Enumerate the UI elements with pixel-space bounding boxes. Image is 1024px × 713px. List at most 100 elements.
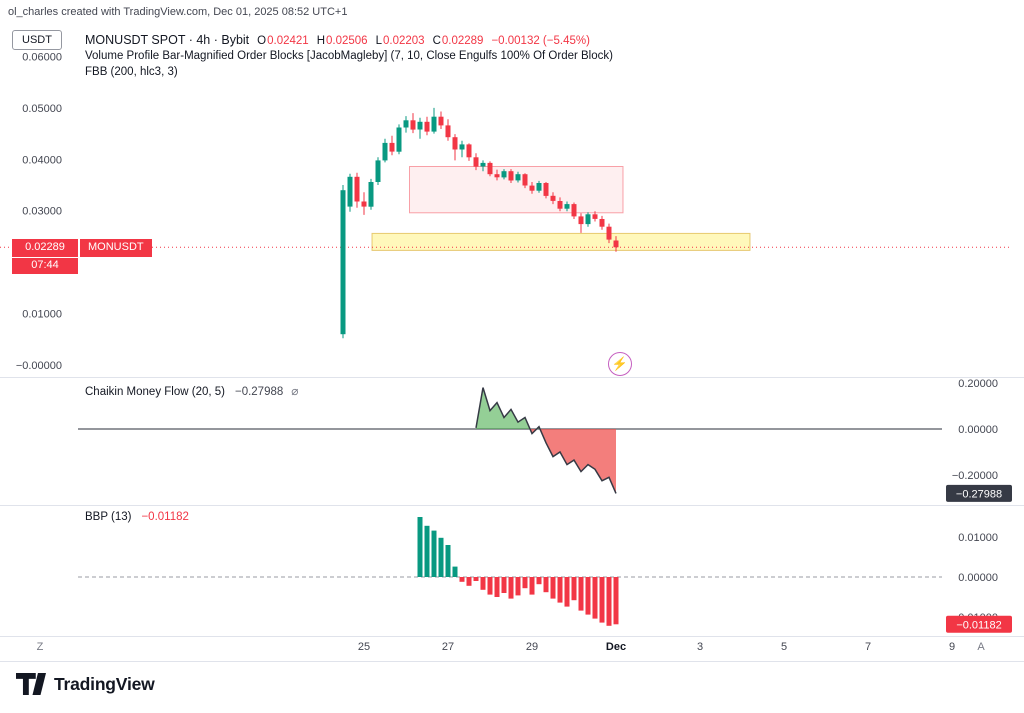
candle-body — [536, 183, 542, 191]
tradingview-brand[interactable]: TradingView — [16, 673, 155, 695]
high-label: H — [316, 35, 325, 47]
svg-text:25: 25 — [358, 641, 370, 653]
svg-text:3: 3 — [697, 641, 703, 653]
bbp-bar — [515, 577, 521, 596]
candle-body — [473, 157, 479, 167]
candle-body — [340, 190, 346, 335]
bbp-bar — [529, 577, 535, 595]
svg-text:0.03000: 0.03000 — [22, 206, 62, 218]
candle-body — [529, 185, 535, 191]
bbp-bar — [536, 577, 542, 585]
svg-text:−0.20000: −0.20000 — [952, 470, 998, 482]
svg-text:0.00000: 0.00000 — [958, 572, 998, 584]
bbp-bar — [543, 577, 549, 593]
candle-body — [571, 204, 577, 217]
cmf-area-positive — [476, 387, 616, 429]
candle-body — [515, 174, 521, 181]
cmf-legend: Chaikin Money Flow (20, 5) −0.27988 ⌀ — [85, 384, 299, 398]
candlestick-series — [340, 107, 619, 339]
candle-body — [487, 162, 493, 175]
candle-body — [564, 204, 570, 209]
bbp-bar — [438, 537, 444, 577]
lightning-glyph: ⚡ — [611, 356, 629, 371]
bbp-bar — [522, 577, 528, 589]
candle-body — [508, 171, 514, 181]
candle-body — [375, 160, 381, 182]
svg-text:0.06000: 0.06000 — [22, 51, 62, 63]
indicator-legend-volume-profile: Volume Profile Bar-Magnified Order Block… — [85, 50, 613, 62]
candle-body — [361, 201, 367, 207]
candle-body — [459, 144, 465, 150]
candle-body — [431, 116, 437, 132]
candle-body — [382, 142, 388, 161]
symbol-name-tag: MONUSDT — [80, 239, 152, 257]
candle-body — [613, 240, 619, 248]
bbp-bar — [424, 525, 430, 577]
time-axis: 25 27 29 Dec 3 5 7 9 Z A — [37, 641, 986, 653]
current-price-value: 0.02289 — [12, 239, 78, 257]
spark-icon[interactable]: ⚡ — [608, 352, 632, 376]
candle-body — [410, 120, 416, 130]
bbp-bar — [417, 517, 423, 577]
bbp-title: BBP (13) — [85, 511, 132, 523]
bbp-value-badge — [946, 615, 1012, 633]
candle-body — [452, 137, 458, 150]
tradingview-logo-icon — [16, 673, 46, 695]
footer-bar: TradingView — [0, 662, 1024, 713]
svg-text:A: A — [977, 641, 985, 653]
candle-body — [501, 171, 507, 178]
cmf-title: Chaikin Money Flow (20, 5) — [85, 386, 225, 398]
bbp-bar — [585, 577, 591, 615]
svg-text:7: 7 — [865, 641, 871, 653]
candle-body — [445, 125, 451, 138]
svg-text:0.05000: 0.05000 — [22, 103, 62, 115]
candle-body — [543, 183, 549, 196]
symbol-title: MONUSDT SPOT · 4h · Bybit — [85, 33, 250, 47]
candle-body — [396, 127, 402, 152]
bbp-bar — [557, 577, 563, 603]
cmf-line — [475, 387, 617, 494]
svg-text:Dec: Dec — [606, 641, 626, 653]
candle-body — [522, 174, 528, 186]
bar-countdown: 07:44 — [12, 258, 78, 274]
candle-body — [599, 219, 605, 227]
bbp-bar — [571, 577, 577, 601]
svg-text:0.20000: 0.20000 — [958, 378, 998, 390]
bbp-value: −0.01182 — [141, 511, 189, 523]
yellow-zone-box — [371, 232, 751, 251]
candle-body — [403, 120, 409, 128]
open-value: 0.02421 — [267, 35, 309, 47]
bbp-bar — [599, 577, 605, 623]
bbp-bar — [564, 577, 570, 607]
svg-text:0.01000: 0.01000 — [22, 309, 62, 321]
bbp-bar — [578, 577, 584, 611]
bbp-bar — [466, 577, 472, 586]
bbp-bar — [452, 566, 458, 577]
attribution-text: ol_charles created with TradingView.com,… — [8, 6, 348, 18]
open-label: O — [257, 35, 267, 47]
bbp-bar — [592, 577, 598, 619]
candle-body — [347, 176, 353, 207]
current-price-axis-label: 0.02289 MONUSDT 07:44 — [12, 239, 152, 274]
bbp-bar — [431, 530, 437, 577]
bbp-bar — [501, 577, 507, 593]
brand-name: TradingView — [54, 673, 155, 694]
bbp-bar — [459, 577, 465, 582]
symbol-legend: MONUSDT SPOT · 4h · Bybit O0.02421 H0.0250… — [85, 33, 590, 47]
indicator-legend-fbb: FBB (200, hlc3, 3) — [85, 66, 178, 78]
bbp-bar — [445, 545, 451, 577]
candle-body — [466, 144, 472, 158]
svg-text:0.00000: 0.00000 — [958, 424, 998, 436]
currency-toggle-button[interactable]: USDT — [12, 30, 62, 50]
candle-body — [354, 176, 360, 202]
candle-body — [389, 142, 395, 152]
bbp-bar — [550, 577, 556, 599]
close-value: 0.02289 — [441, 35, 484, 47]
bbp-legend: BBP (13) −0.01182 — [85, 511, 189, 523]
bbp-bar — [508, 577, 514, 599]
candle-body — [438, 116, 444, 126]
svg-text:−0.27988: −0.27988 — [956, 488, 1002, 500]
